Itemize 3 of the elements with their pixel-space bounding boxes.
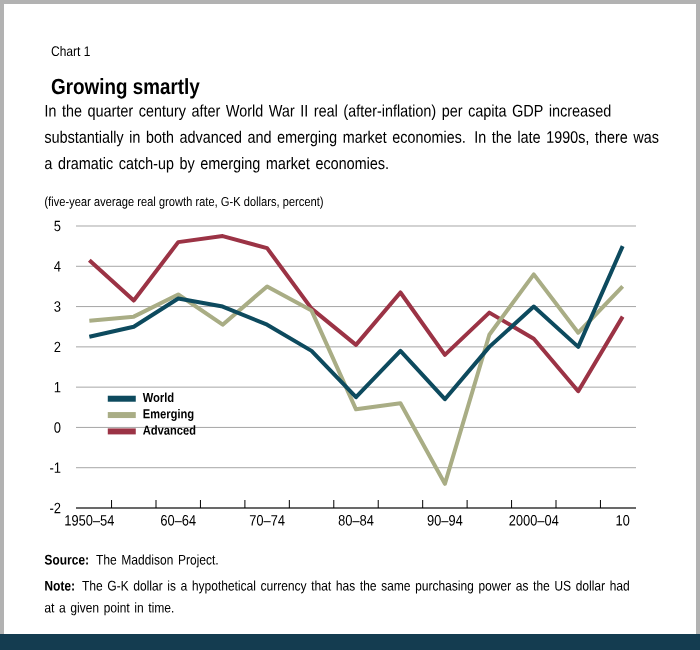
line-series	[87, 272, 625, 486]
chart-subtitle: In the quarter century after World War II real (after-inflation) per capita GDP increased substantially in both advanced and emerging market economies. In the late 1990s, there was a dramatic catch-up by emerging market economies.	[44, 104, 659, 173]
chart-title: Growing smartly	[51, 78, 200, 99]
